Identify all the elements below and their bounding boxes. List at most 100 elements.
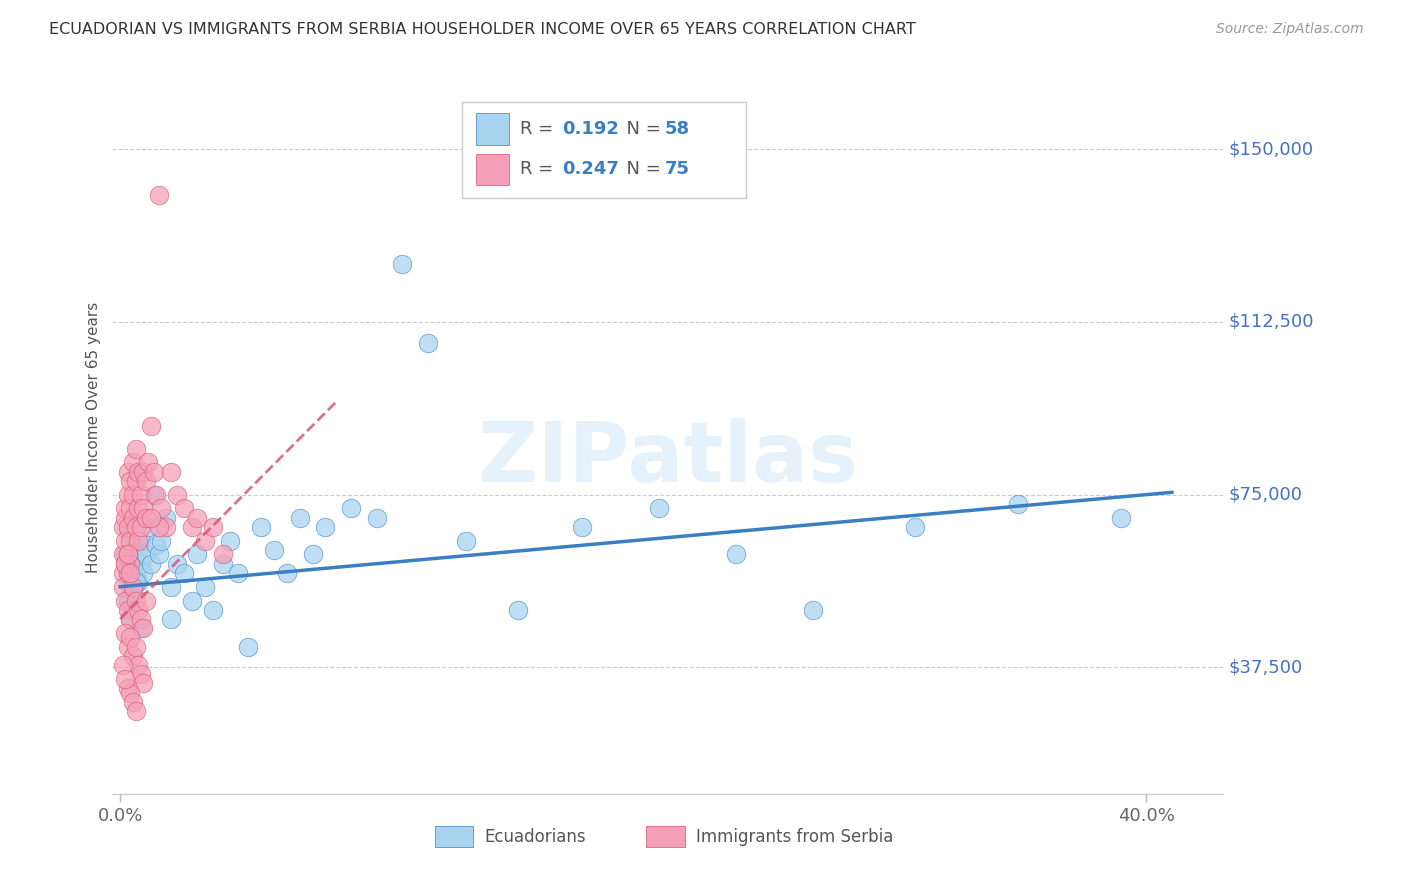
Point [122, 455, 145, 469]
Text: R =: R = [520, 120, 560, 137]
Point [142, 488, 165, 502]
Point [145, 538, 167, 552]
Point [117, 603, 139, 617]
Point [117, 488, 139, 502]
Point [124, 640, 146, 654]
Point [238, 640, 260, 654]
Text: N =: N = [614, 161, 666, 178]
Point [114, 548, 136, 562]
Point [114, 557, 136, 571]
Point [127, 533, 149, 548]
Point [250, 520, 273, 534]
Point [114, 510, 136, 524]
Point [314, 520, 336, 534]
Point [124, 442, 146, 456]
Point [186, 510, 208, 524]
Text: Source: ZipAtlas.com: Source: ZipAtlas.com [1216, 22, 1364, 37]
Point [506, 603, 529, 617]
Point [226, 566, 249, 580]
Point [120, 557, 142, 571]
Point [124, 593, 146, 607]
Point [117, 566, 139, 580]
Point [122, 488, 145, 502]
Point [117, 681, 139, 695]
Point [416, 335, 439, 350]
Text: N =: N = [614, 120, 666, 137]
Point [127, 575, 149, 590]
Point [117, 548, 139, 562]
Point [132, 566, 155, 580]
Point [120, 474, 142, 488]
Point [122, 648, 145, 663]
Point [194, 580, 217, 594]
Point [124, 570, 146, 584]
Point [173, 566, 195, 580]
Point [160, 612, 183, 626]
Point [111, 548, 134, 562]
Point [366, 510, 388, 524]
Point [111, 580, 134, 594]
Point [201, 603, 224, 617]
Point [150, 501, 173, 516]
Point [120, 566, 142, 580]
Point [117, 593, 139, 607]
Point [340, 501, 363, 516]
Point [127, 657, 149, 672]
Point [114, 501, 136, 516]
Point [120, 557, 142, 571]
Point [194, 533, 217, 548]
Point [120, 631, 142, 645]
Point [139, 418, 162, 433]
Point [124, 704, 146, 718]
Point [135, 474, 157, 488]
Point [166, 557, 188, 571]
Point [129, 520, 152, 534]
Point [135, 593, 157, 607]
Bar [645, 826, 685, 847]
Point [276, 566, 298, 580]
Point [122, 510, 145, 524]
Point [127, 501, 149, 516]
Point [122, 695, 145, 709]
Y-axis label: Householder Income Over 65 years: Householder Income Over 65 years [86, 301, 101, 573]
Point [219, 533, 242, 548]
Point [148, 188, 170, 202]
Point [145, 488, 167, 502]
Point [117, 465, 139, 479]
Point [211, 557, 233, 571]
Point [132, 465, 155, 479]
Point [135, 510, 157, 524]
Point [571, 520, 593, 534]
Point [120, 501, 142, 516]
Point [132, 501, 155, 516]
Point [124, 520, 146, 534]
Bar [475, 153, 509, 186]
Point [129, 488, 152, 502]
Point [127, 603, 149, 617]
Point [132, 621, 155, 635]
Point [111, 657, 134, 672]
Point [155, 510, 177, 524]
Point [155, 520, 177, 534]
Point [186, 548, 208, 562]
Point [166, 488, 188, 502]
Point [122, 584, 145, 599]
Point [129, 612, 152, 626]
Point [129, 621, 152, 635]
Point [150, 533, 173, 548]
Point [148, 548, 170, 562]
Point [129, 557, 152, 571]
Point [1109, 510, 1132, 524]
Point [139, 510, 162, 524]
Text: Ecuadorians: Ecuadorians [485, 828, 586, 846]
Bar [463, 102, 745, 198]
Point [1007, 497, 1029, 511]
Bar [475, 113, 509, 145]
Point [111, 520, 134, 534]
Point [132, 676, 155, 690]
Point [288, 510, 311, 524]
Point [904, 520, 927, 534]
Text: ECUADORIAN VS IMMIGRANTS FROM SERBIA HOUSEHOLDER INCOME OVER 65 YEARS CORRELATIO: ECUADORIAN VS IMMIGRANTS FROM SERBIA HOU… [49, 22, 915, 37]
Point [127, 465, 149, 479]
Point [120, 612, 142, 626]
